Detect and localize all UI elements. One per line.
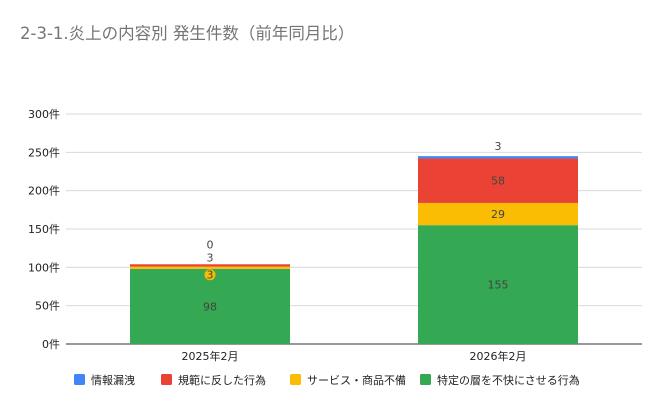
legend-swatch: [420, 374, 431, 385]
x-tick-label: 2026年2月: [470, 349, 527, 363]
x-axis: 2025年2月 2026年2月: [182, 349, 527, 363]
y-tick-label: 200件: [28, 185, 60, 198]
data-label: 3: [495, 140, 502, 153]
legend-label: 規範に反した行為: [178, 373, 266, 387]
bar-segment: [418, 158, 578, 203]
legend-swatch: [161, 374, 172, 385]
y-tick-label: 150件: [28, 223, 60, 236]
bar-segment: [418, 225, 578, 344]
legend-label: 特定の層を不快にさせる行為: [437, 373, 580, 387]
legend-label: 情報漏洩: [91, 373, 135, 387]
x-tick-label: 2025年2月: [182, 349, 239, 363]
bar-segment: [130, 266, 290, 269]
data-label: 155: [488, 279, 509, 292]
chart-title: 2-3-1.炎上の内容別 発生件数（前年同月比）: [20, 24, 355, 43]
y-axis: 0件 50件 100件 150件 200件 250件 300件: [28, 108, 60, 351]
legend-swatch: [74, 374, 85, 385]
bar-segment: [418, 156, 578, 159]
data-label: 3: [207, 251, 214, 264]
y-tick-label: 250件: [28, 146, 60, 159]
y-tick-label: 100件: [28, 261, 60, 274]
y-tick-label: 50件: [35, 300, 60, 313]
y-tick-label: 0件: [42, 338, 60, 351]
legend: 情報漏洩 規範に反した行為 サービス・商品不備 特定の層を不快にさせる行為: [74, 373, 580, 387]
data-label: 58: [491, 175, 505, 188]
bar-segment: [418, 202, 578, 226]
bar-segment: [130, 264, 290, 267]
data-label: 3: [207, 269, 214, 282]
bars: [130, 156, 578, 344]
legend-swatch: [290, 374, 301, 385]
y-tick-label: 300件: [28, 108, 60, 121]
data-label: 98: [203, 300, 217, 313]
legend-label: サービス・商品不備: [307, 373, 406, 387]
data-label-marker: [204, 269, 216, 281]
data-label: 0: [207, 238, 214, 251]
data-label: 29: [491, 208, 505, 221]
bar-segment: [130, 268, 290, 344]
